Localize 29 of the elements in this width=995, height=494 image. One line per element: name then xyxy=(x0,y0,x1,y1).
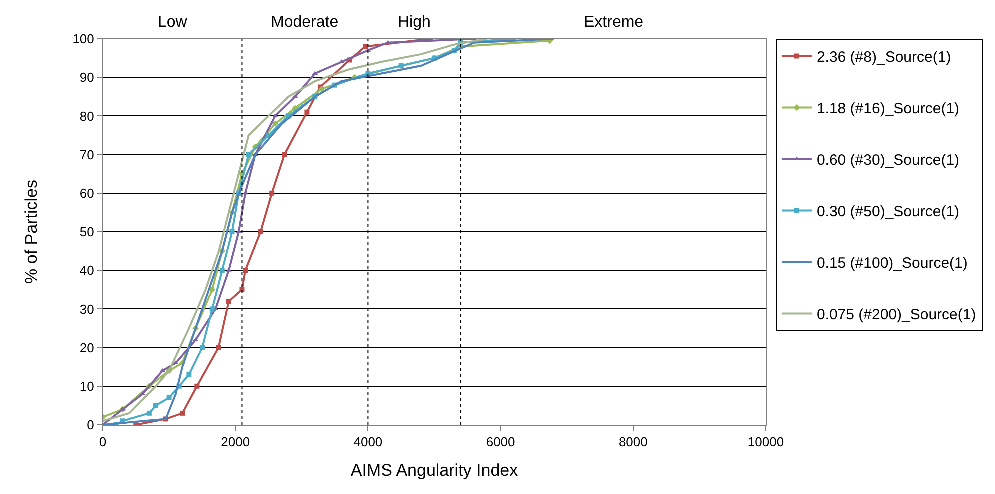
legend-label: 0.30 (#50)_Source(1) xyxy=(816,204,960,221)
x-tick-label: 0 xyxy=(99,434,107,450)
y-tick-label: 10 xyxy=(80,378,94,394)
legend-label: 0.15 (#100)_Source(1) xyxy=(816,255,968,272)
legend-label: 2.36 (#8)_Source(1) xyxy=(816,49,952,66)
y-tick-label: 90 xyxy=(80,70,94,86)
text: High xyxy=(398,14,431,31)
text: Moderate xyxy=(271,14,339,31)
x-tick-label: 8000 xyxy=(618,434,648,450)
y-tick-label: 80 xyxy=(80,108,94,124)
legend-label: 1.18 (#16)_Source(1) xyxy=(816,100,960,118)
y-tick-label: 40 xyxy=(80,263,94,278)
x-tick-label: 2000 xyxy=(221,434,250,450)
y-axis-title: % of Particles xyxy=(22,180,42,284)
legend-label: 0.075 (#200)_Source(1) xyxy=(816,306,976,324)
text: Low xyxy=(158,14,188,31)
y-tick-label: 20 xyxy=(80,340,94,356)
x-tick-label: 6000 xyxy=(486,434,516,450)
y-tick-label: 100 xyxy=(72,32,94,47)
text: Extreme xyxy=(584,14,644,31)
y-tick-label: 30 xyxy=(80,302,94,317)
y-tick-label: 70 xyxy=(80,147,94,162)
y-tick-label: 60 xyxy=(80,186,94,201)
x-tick-label: 10000 xyxy=(748,434,784,450)
x-axis-title: AIMS Angularity Index xyxy=(350,461,519,480)
x-tick-label: 4000 xyxy=(354,434,383,450)
y-tick-label: 0 xyxy=(87,418,94,433)
y-tick-label: 50 xyxy=(80,224,94,240)
legend-label: 0.60 (#30)_Source(1) xyxy=(816,152,960,170)
